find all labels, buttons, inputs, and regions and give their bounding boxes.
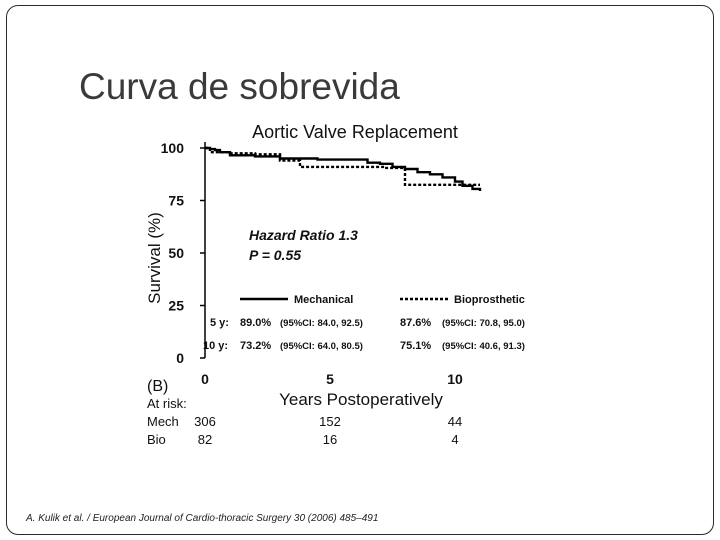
x-tick-label-5: 5 <box>326 371 334 387</box>
at-risk-value-bio-2: 4 <box>451 432 458 447</box>
y-tick-label-50: 50 <box>168 245 184 261</box>
x-tick-label-0: 0 <box>201 371 209 387</box>
at-risk-value-bio-0: 82 <box>198 432 212 447</box>
stats-10y-label: 10 y: <box>203 340 228 352</box>
chart-title: Aortic Valve Replacement <box>252 122 458 142</box>
at-risk-mech-label: Mech <box>147 414 179 429</box>
stats-5y-label: 5 y: <box>210 317 229 329</box>
hazard-ratio-annotation: Hazard Ratio 1.3 <box>249 227 358 243</box>
x-axis-label: Years Postoperatively <box>279 390 443 409</box>
at-risk-value-mech-1: 152 <box>319 414 341 429</box>
at-risk-label: At risk: <box>147 396 187 411</box>
legend-mechanical-label: Mechanical <box>294 294 353 306</box>
y-tick-label-100: 100 <box>161 140 185 156</box>
slide-title: Curva de sobrevida <box>79 66 400 107</box>
stats-10y-bioprosthetic: 75.1% <box>400 340 431 352</box>
stats-10y-mechanical: 73.2% <box>240 340 271 352</box>
slide-frame: Curva de sobrevida A. Kulik et al. / Eur… <box>6 5 714 535</box>
stats-5y-mechanical: 89.0% <box>240 317 271 329</box>
y-axis-label: Survival (%) <box>145 212 164 304</box>
p-value-annotation: P = 0.55 <box>249 247 301 263</box>
at-risk-value-mech-2: 44 <box>448 414 462 429</box>
citation: A. Kulik et al. / European Journal of Ca… <box>26 513 379 524</box>
x-tick-label-10: 10 <box>447 371 463 387</box>
y-tick-label-0: 0 <box>176 350 184 366</box>
at-risk-value-mech-0: 306 <box>194 414 216 429</box>
stats-5y-mechanical-ci: (95%CI: 84.0, 92.5) <box>280 318 363 329</box>
at-risk-bio-label: Bio <box>147 432 166 447</box>
series-line-bioprosthetic <box>205 146 480 186</box>
panel-label: (B) <box>147 378 168 395</box>
at-risk-value-bio-1: 16 <box>323 432 337 447</box>
stats-10y-bioprosthetic-ci: (95%CI: 40.6, 91.3) <box>442 341 525 352</box>
y-tick-label-25: 25 <box>168 298 184 314</box>
legend-bioprosthetic-label: Bioprosthetic <box>454 294 525 306</box>
stats-10y-mechanical-ci: (95%CI: 64.0, 80.5) <box>280 341 363 352</box>
stats-5y-bioprosthetic: 87.6% <box>400 317 431 329</box>
stats-5y-bioprosthetic-ci: (95%CI: 70.8, 95.0) <box>442 318 525 329</box>
y-tick-label-75: 75 <box>168 193 184 209</box>
